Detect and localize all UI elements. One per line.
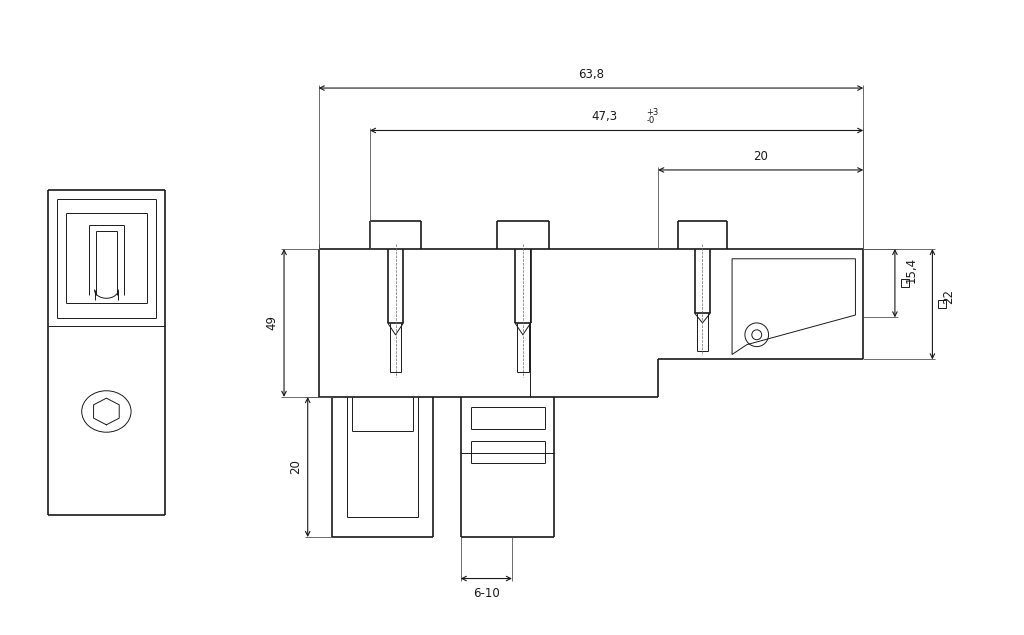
Text: 20: 20 — [290, 460, 302, 474]
Text: 63,8: 63,8 — [578, 68, 604, 81]
Text: 22: 22 — [942, 289, 954, 304]
Text: 20: 20 — [754, 150, 768, 163]
Text: 47,3: 47,3 — [592, 110, 617, 123]
Text: -0: -0 — [646, 116, 654, 125]
Text: 6-10: 6-10 — [473, 587, 500, 600]
Text: +3: +3 — [646, 108, 658, 117]
Text: 49: 49 — [265, 316, 279, 330]
Text: 15,4: 15,4 — [904, 257, 918, 283]
